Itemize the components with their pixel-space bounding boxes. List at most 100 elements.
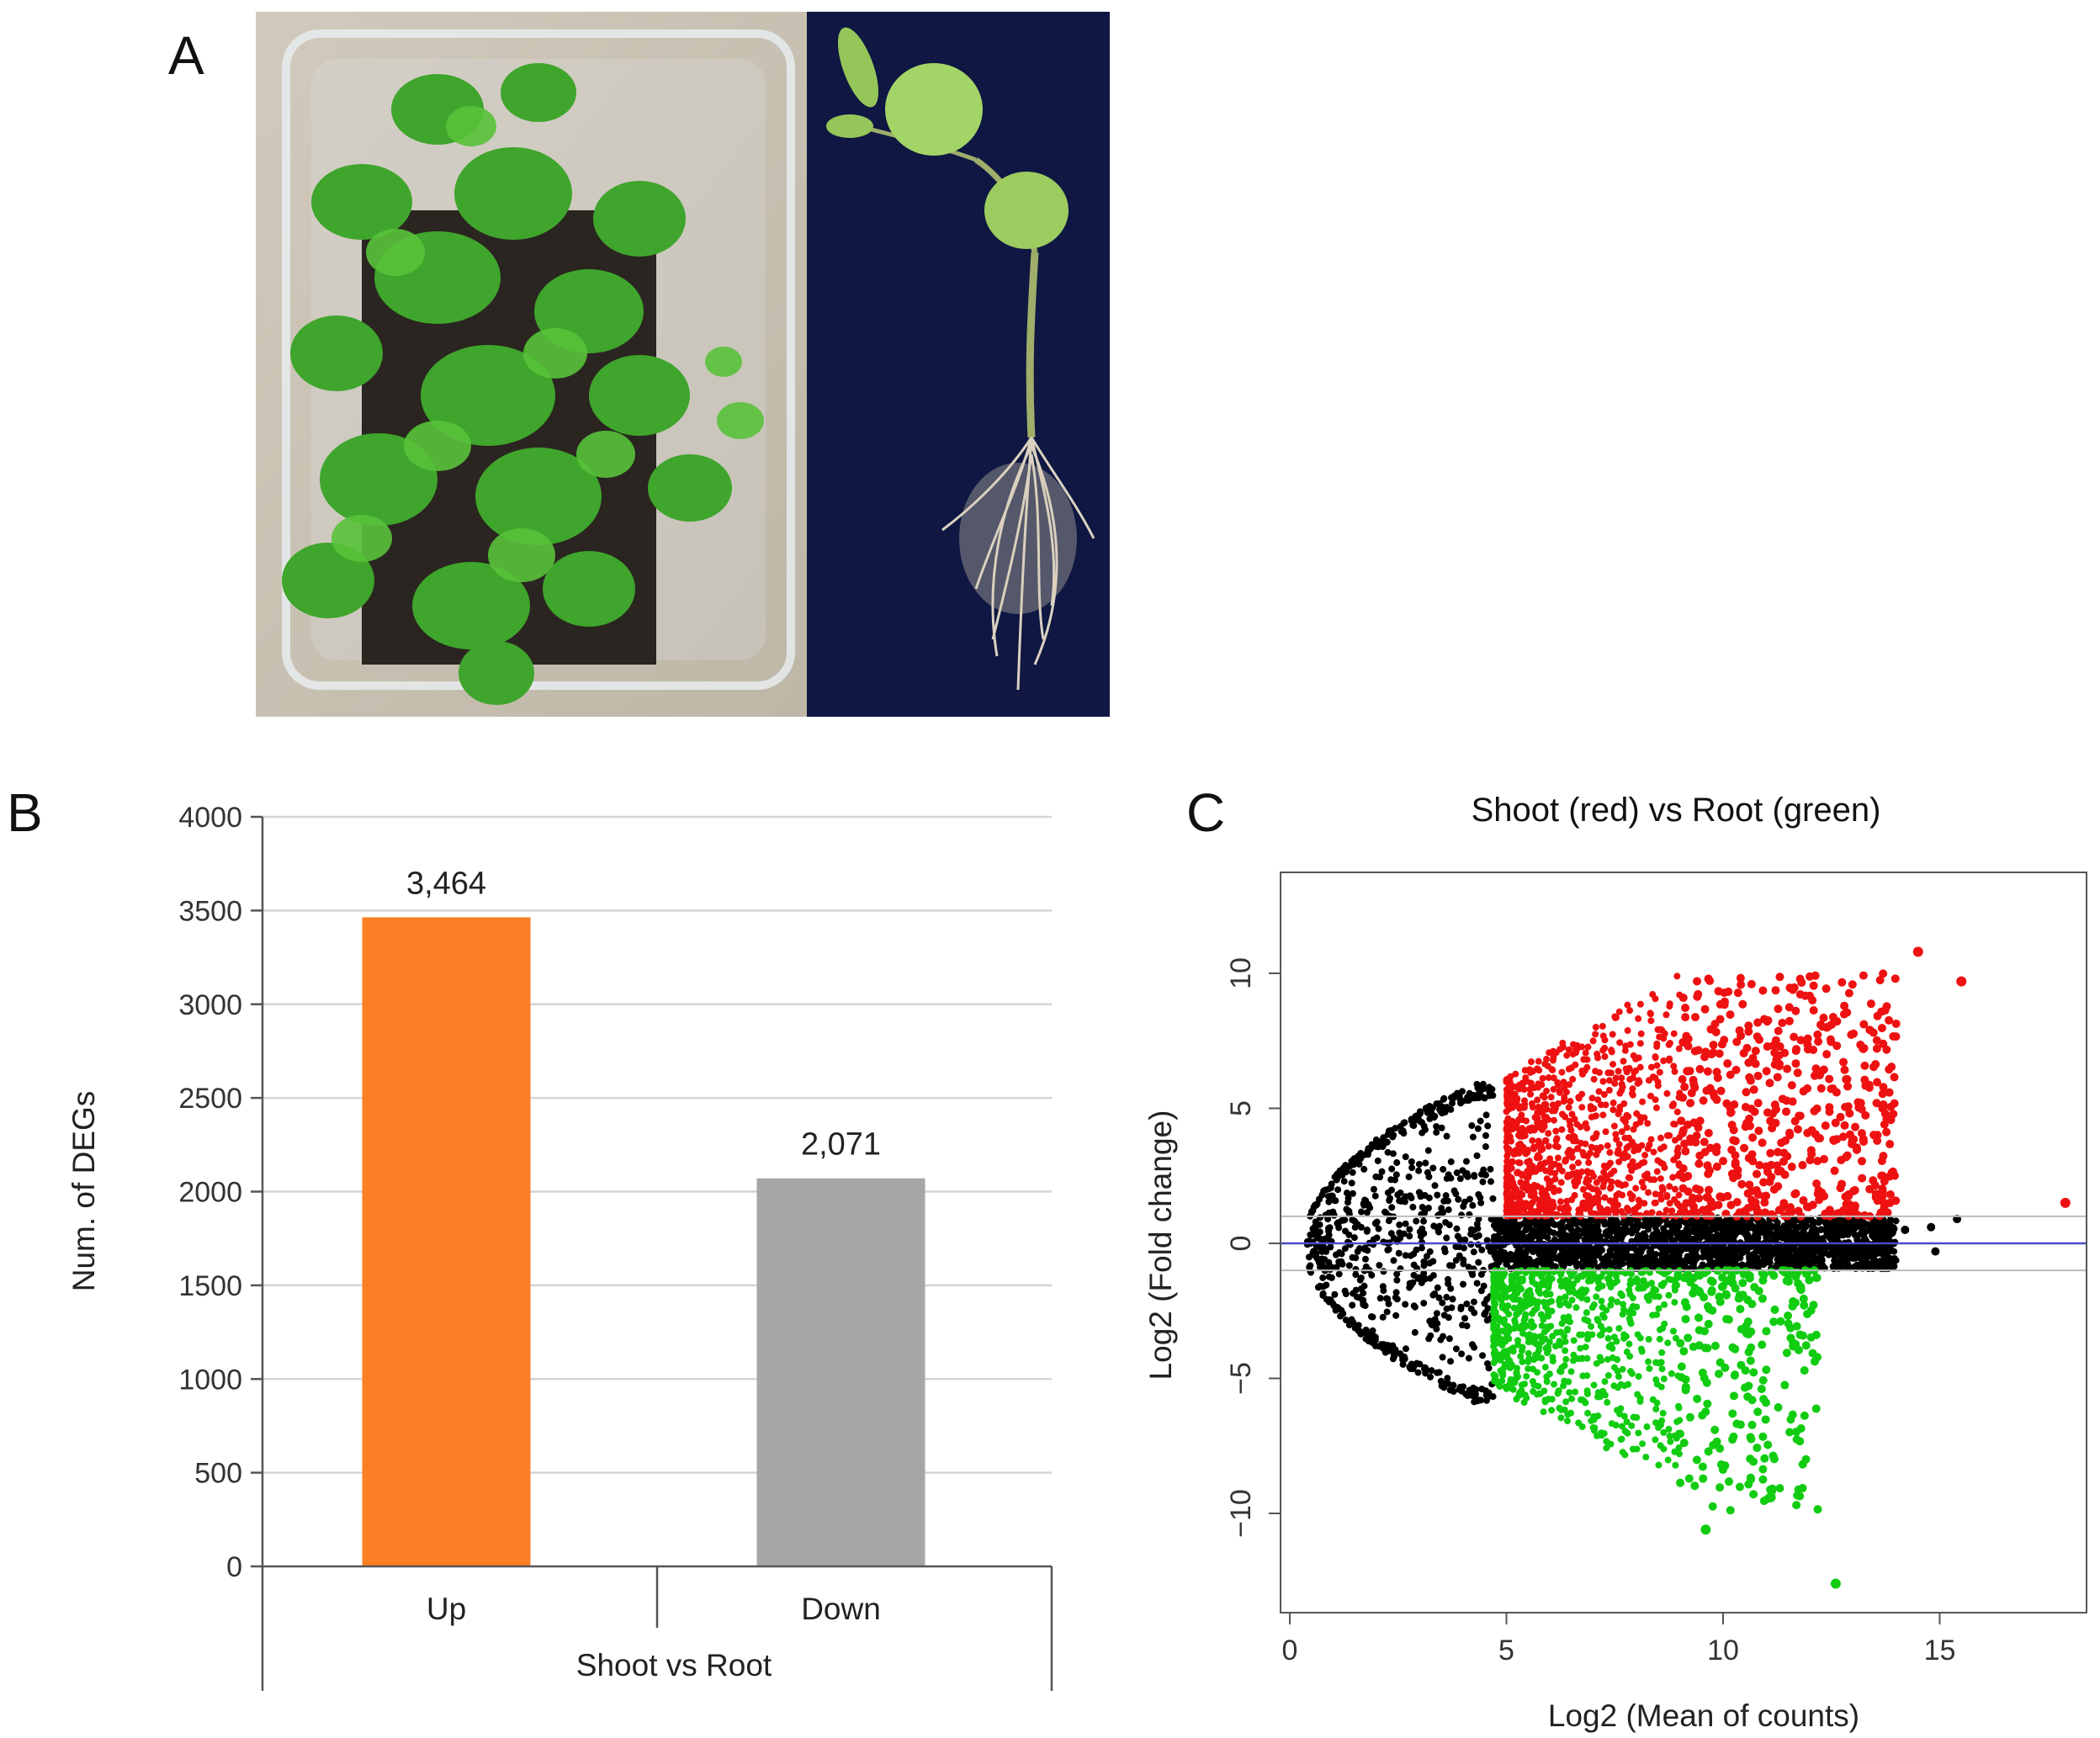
ma-point-root-up (1591, 1424, 1599, 1432)
ma-point-root-up (1672, 1334, 1679, 1342)
ma-point-shoot-up (1564, 1171, 1572, 1179)
ma-point-not-significant (1852, 1264, 1859, 1271)
ma-point-root-up (1601, 1378, 1609, 1386)
ma-point-shoot-up (1838, 978, 1847, 987)
ma-point-shoot-up (1879, 1152, 1888, 1161)
ma-point-not-significant (1440, 1094, 1448, 1102)
ma-point-shoot-up (1731, 1065, 1741, 1074)
ma-point-not-significant (1434, 1191, 1441, 1199)
ma-point-not-significant (1790, 1216, 1798, 1223)
ma-point-root-up (1616, 1410, 1624, 1417)
ma-point-shoot-up (1727, 1121, 1737, 1130)
ma-point-not-significant (1484, 1122, 1492, 1130)
ma-point-shoot-up (1524, 1168, 1531, 1175)
ma-point-shoot-up (1671, 1068, 1678, 1075)
ma-point-root-up (1617, 1290, 1625, 1297)
ma-point-shoot-up (1565, 1104, 1572, 1111)
ma-point-shoot-up (1891, 1019, 1901, 1028)
ma-point-not-significant (1466, 1195, 1473, 1203)
ma-point-not-significant (1360, 1246, 1368, 1253)
ma-point-not-significant (1426, 1274, 1434, 1282)
ma-point-not-significant (1683, 1226, 1690, 1233)
ma-point-not-significant (1813, 1227, 1821, 1235)
ma-point-not-significant (1402, 1220, 1409, 1227)
ma-point-not-significant (1662, 1256, 1669, 1264)
ma-point-shoot-up (1546, 1168, 1554, 1176)
ma-point-shoot-up (1660, 1143, 1668, 1151)
ma-point-not-significant (1459, 1097, 1466, 1105)
ma-point-not-significant (1402, 1252, 1409, 1259)
ma-point-shoot-up (1584, 1043, 1592, 1051)
ma-point-not-significant (1467, 1226, 1475, 1233)
ma-point-shoot-up (1877, 1171, 1886, 1180)
ma-point-shoot-up (1712, 1162, 1721, 1171)
ma-point-root-up (1640, 1277, 1647, 1285)
ma-point-not-significant (1325, 1273, 1333, 1280)
ma-point-shoot-up (1745, 1114, 1754, 1123)
ma-point-root-up (1498, 1327, 1506, 1335)
ma-point-shoot-up (1726, 1070, 1735, 1079)
ma-point-shoot-up (1704, 1169, 1713, 1179)
ma-point-not-significant (1360, 1296, 1367, 1304)
ma-point-shoot-up (1671, 1121, 1678, 1128)
ma-point-root-up (1714, 1370, 1723, 1379)
ma-point-shoot-up (1860, 1061, 1869, 1070)
ma-point-root-up (1510, 1304, 1518, 1311)
ma-point-root-up (1634, 1391, 1641, 1398)
ma-point-root-up (1785, 1428, 1795, 1437)
ma-point-not-significant (1599, 1255, 1607, 1263)
ma-point-not-significant (1332, 1197, 1339, 1205)
ma-point-not-significant (1393, 1270, 1401, 1278)
ma-point-shoot-up (1668, 1207, 1676, 1215)
ma-point-root-up (1588, 1322, 1595, 1330)
ma-point-root-up (1528, 1317, 1535, 1325)
ma-point-shoot-up (1670, 1062, 1678, 1070)
ma-point-not-significant (1363, 1209, 1371, 1216)
ma-point-root-up (1737, 1325, 1746, 1334)
ma-point-not-significant (1308, 1207, 1316, 1215)
ma-point-root-up (1546, 1370, 1553, 1378)
ma-point-shoot-up (1791, 1006, 1800, 1015)
ma-point-not-significant (1349, 1301, 1356, 1309)
ma-point-root-up (1507, 1384, 1514, 1391)
ma-point-shoot-up (1741, 1122, 1750, 1131)
ma-point-shoot-up (1587, 1105, 1594, 1113)
ma-point-shoot-up (1521, 1146, 1529, 1153)
ma-point-not-significant (1467, 1241, 1475, 1248)
ma-point-not-significant (1888, 1263, 1896, 1270)
ma-point-root-up (1620, 1331, 1628, 1338)
ma-point-shoot-up (1507, 1073, 1514, 1080)
ma-point-root-up (1734, 1294, 1743, 1303)
ma-point-shoot-up (1744, 1027, 1753, 1036)
ma-point-not-significant (1593, 1243, 1600, 1251)
ma-point-not-significant (1327, 1184, 1334, 1192)
ma-point-root-up (1780, 1380, 1790, 1390)
ma-point-not-significant (1393, 1296, 1401, 1303)
ma-point-not-significant (1482, 1143, 1489, 1151)
ma-point-not-significant (1827, 1244, 1835, 1252)
ma-point-not-significant (1481, 1311, 1488, 1318)
ma-point-not-significant (1321, 1256, 1328, 1264)
ma-point-shoot-up (1594, 1147, 1602, 1154)
ma-point-root-up (1645, 1358, 1652, 1365)
ma-point-shoot-up (1779, 1203, 1788, 1212)
ma-point-not-significant (1474, 1125, 1482, 1132)
ma-point-shoot-up (1811, 1130, 1820, 1139)
ma-point-not-significant (1485, 1243, 1493, 1251)
ma-point-root-up (1708, 1502, 1717, 1511)
ma-point-shoot-up (1624, 1027, 1631, 1035)
ma-point-shoot-up (1615, 1180, 1623, 1188)
ma-point-not-significant (1844, 1255, 1852, 1263)
ma-point-root-up (1567, 1395, 1575, 1402)
ma-point-not-significant (1849, 1254, 1857, 1262)
ma-point-root-up (1806, 1333, 1816, 1342)
ma-point-not-significant (1456, 1243, 1463, 1251)
ma-point-root-up (1758, 1432, 1768, 1441)
ma-point-root-up (1521, 1391, 1529, 1399)
ma-point-root-up (1758, 1294, 1767, 1303)
ma-point-not-significant (1357, 1223, 1365, 1231)
ma-point-shoot-up (1808, 1200, 1817, 1210)
ma-point-root-up (1758, 1340, 1767, 1349)
ma-point-root-up (1675, 1444, 1683, 1451)
